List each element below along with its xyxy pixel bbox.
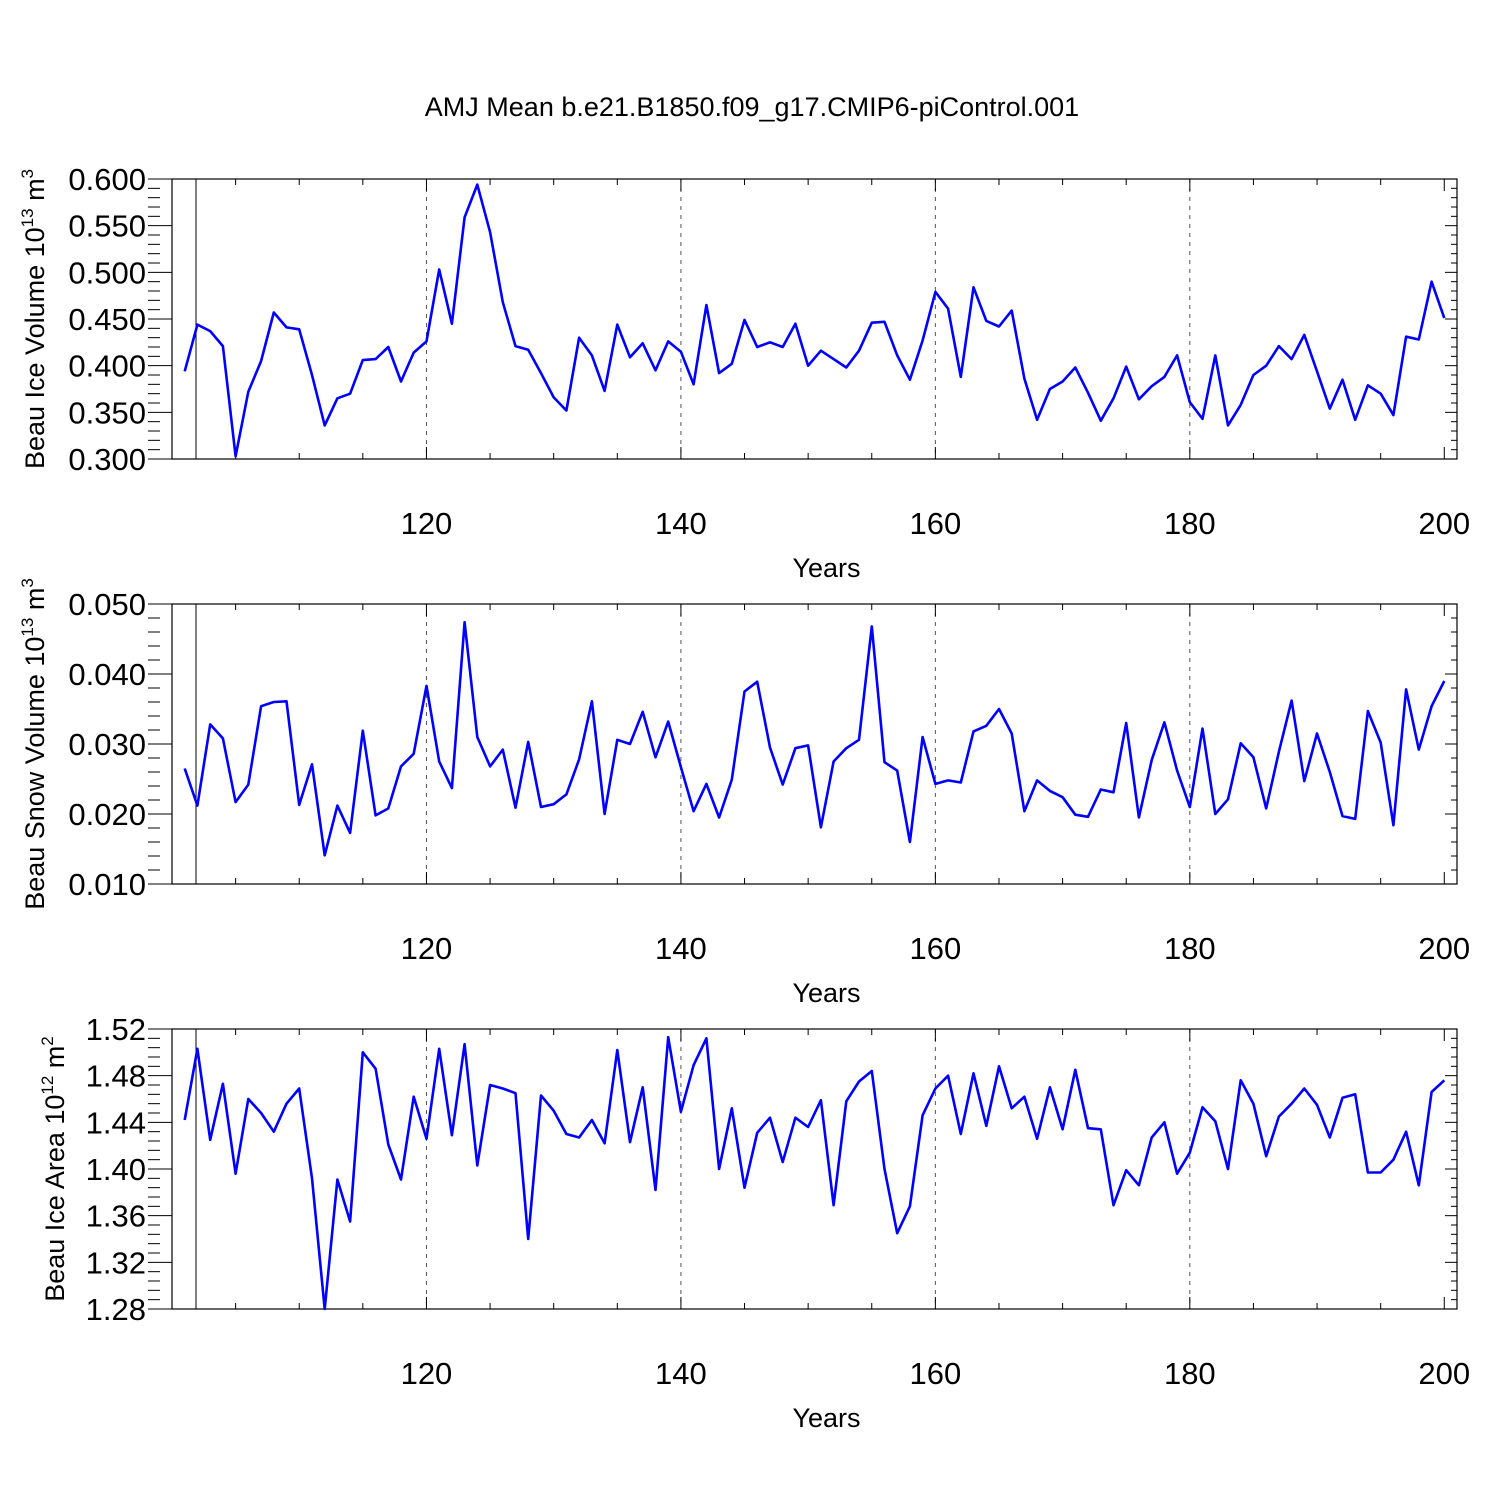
x-tick-label: 160	[909, 1356, 961, 1391]
series-line	[183, 620, 1446, 857]
y-tick-label: 1.48	[86, 1059, 146, 1094]
y-tick-label: 0.450	[68, 302, 146, 337]
y-tick-label: 0.030	[68, 727, 146, 762]
y-tick-label: 0.300	[68, 442, 146, 477]
x-tick-label: 120	[401, 506, 453, 541]
chart-title: AMJ Mean b.e21.B1850.f09_g17.CMIP6-piCon…	[425, 92, 1079, 122]
x-tick-label: 160	[909, 931, 961, 966]
plot-frame	[171, 1028, 1458, 1310]
x-axis-title: Years	[792, 553, 860, 583]
x-tick-label: 140	[655, 931, 707, 966]
y-tick-label: 1.52	[86, 1012, 146, 1047]
panel-2: 0.010 0.020 0.030 0.040 0.050 120 140 160 180 200…	[18, 578, 1470, 1008]
x-tick-label: 140	[655, 506, 707, 541]
y-tick-label: 1.32	[86, 1245, 146, 1280]
y-tick-label: 0.050	[68, 587, 146, 622]
panel-3: 1.28 1.32 1.36 1.40 1.44 1.48 1.52 120 140 160 180…	[38, 1012, 1470, 1433]
y-tick-label: 0.500	[68, 255, 146, 290]
panel-1: 0.300 0.350 0.400 0.450 0.500 0.550 0.600 120 14…	[18, 162, 1470, 583]
y-tick-label: 0.350	[68, 395, 146, 430]
y-axis-title: Beau Snow Volume 1013 m3	[18, 578, 50, 910]
y-axis-title: Beau Ice Area 1012 m2	[38, 1036, 70, 1302]
y-tick-label: 0.020	[68, 797, 146, 832]
x-axis-title: Years	[792, 1403, 860, 1433]
x-tick-label: 200	[1418, 506, 1470, 541]
x-tick-label: 180	[1164, 931, 1216, 966]
x-tick-label: 160	[909, 506, 961, 541]
y-tick-label: 1.28	[86, 1292, 146, 1327]
x-tick-label: 120	[401, 1356, 453, 1391]
plot-frame	[171, 178, 1458, 460]
y-tick-label: 0.040	[68, 657, 146, 692]
series-line	[183, 1035, 1446, 1311]
y-tick-label: 0.400	[68, 349, 146, 384]
x-tick-label: 180	[1164, 506, 1216, 541]
y-tick-label: 1.40	[86, 1152, 146, 1187]
y-tick-label: 1.36	[86, 1199, 146, 1234]
y-tick-label: 0.600	[68, 162, 146, 197]
y-tick-label: 0.010	[68, 867, 146, 902]
x-axis-title: Years	[792, 978, 860, 1008]
x-tick-label: 120	[401, 931, 453, 966]
x-tick-label: 180	[1164, 1356, 1216, 1391]
x-tick-label: 140	[655, 1356, 707, 1391]
x-tick-label: 200	[1418, 931, 1470, 966]
y-tick-label: 1.44	[86, 1105, 146, 1140]
x-tick-label: 200	[1418, 1356, 1470, 1391]
y-tick-label: 0.550	[68, 209, 146, 244]
y-axis-title: Beau Ice Volume 1013 m3	[18, 169, 50, 469]
series-line	[183, 183, 1446, 458]
